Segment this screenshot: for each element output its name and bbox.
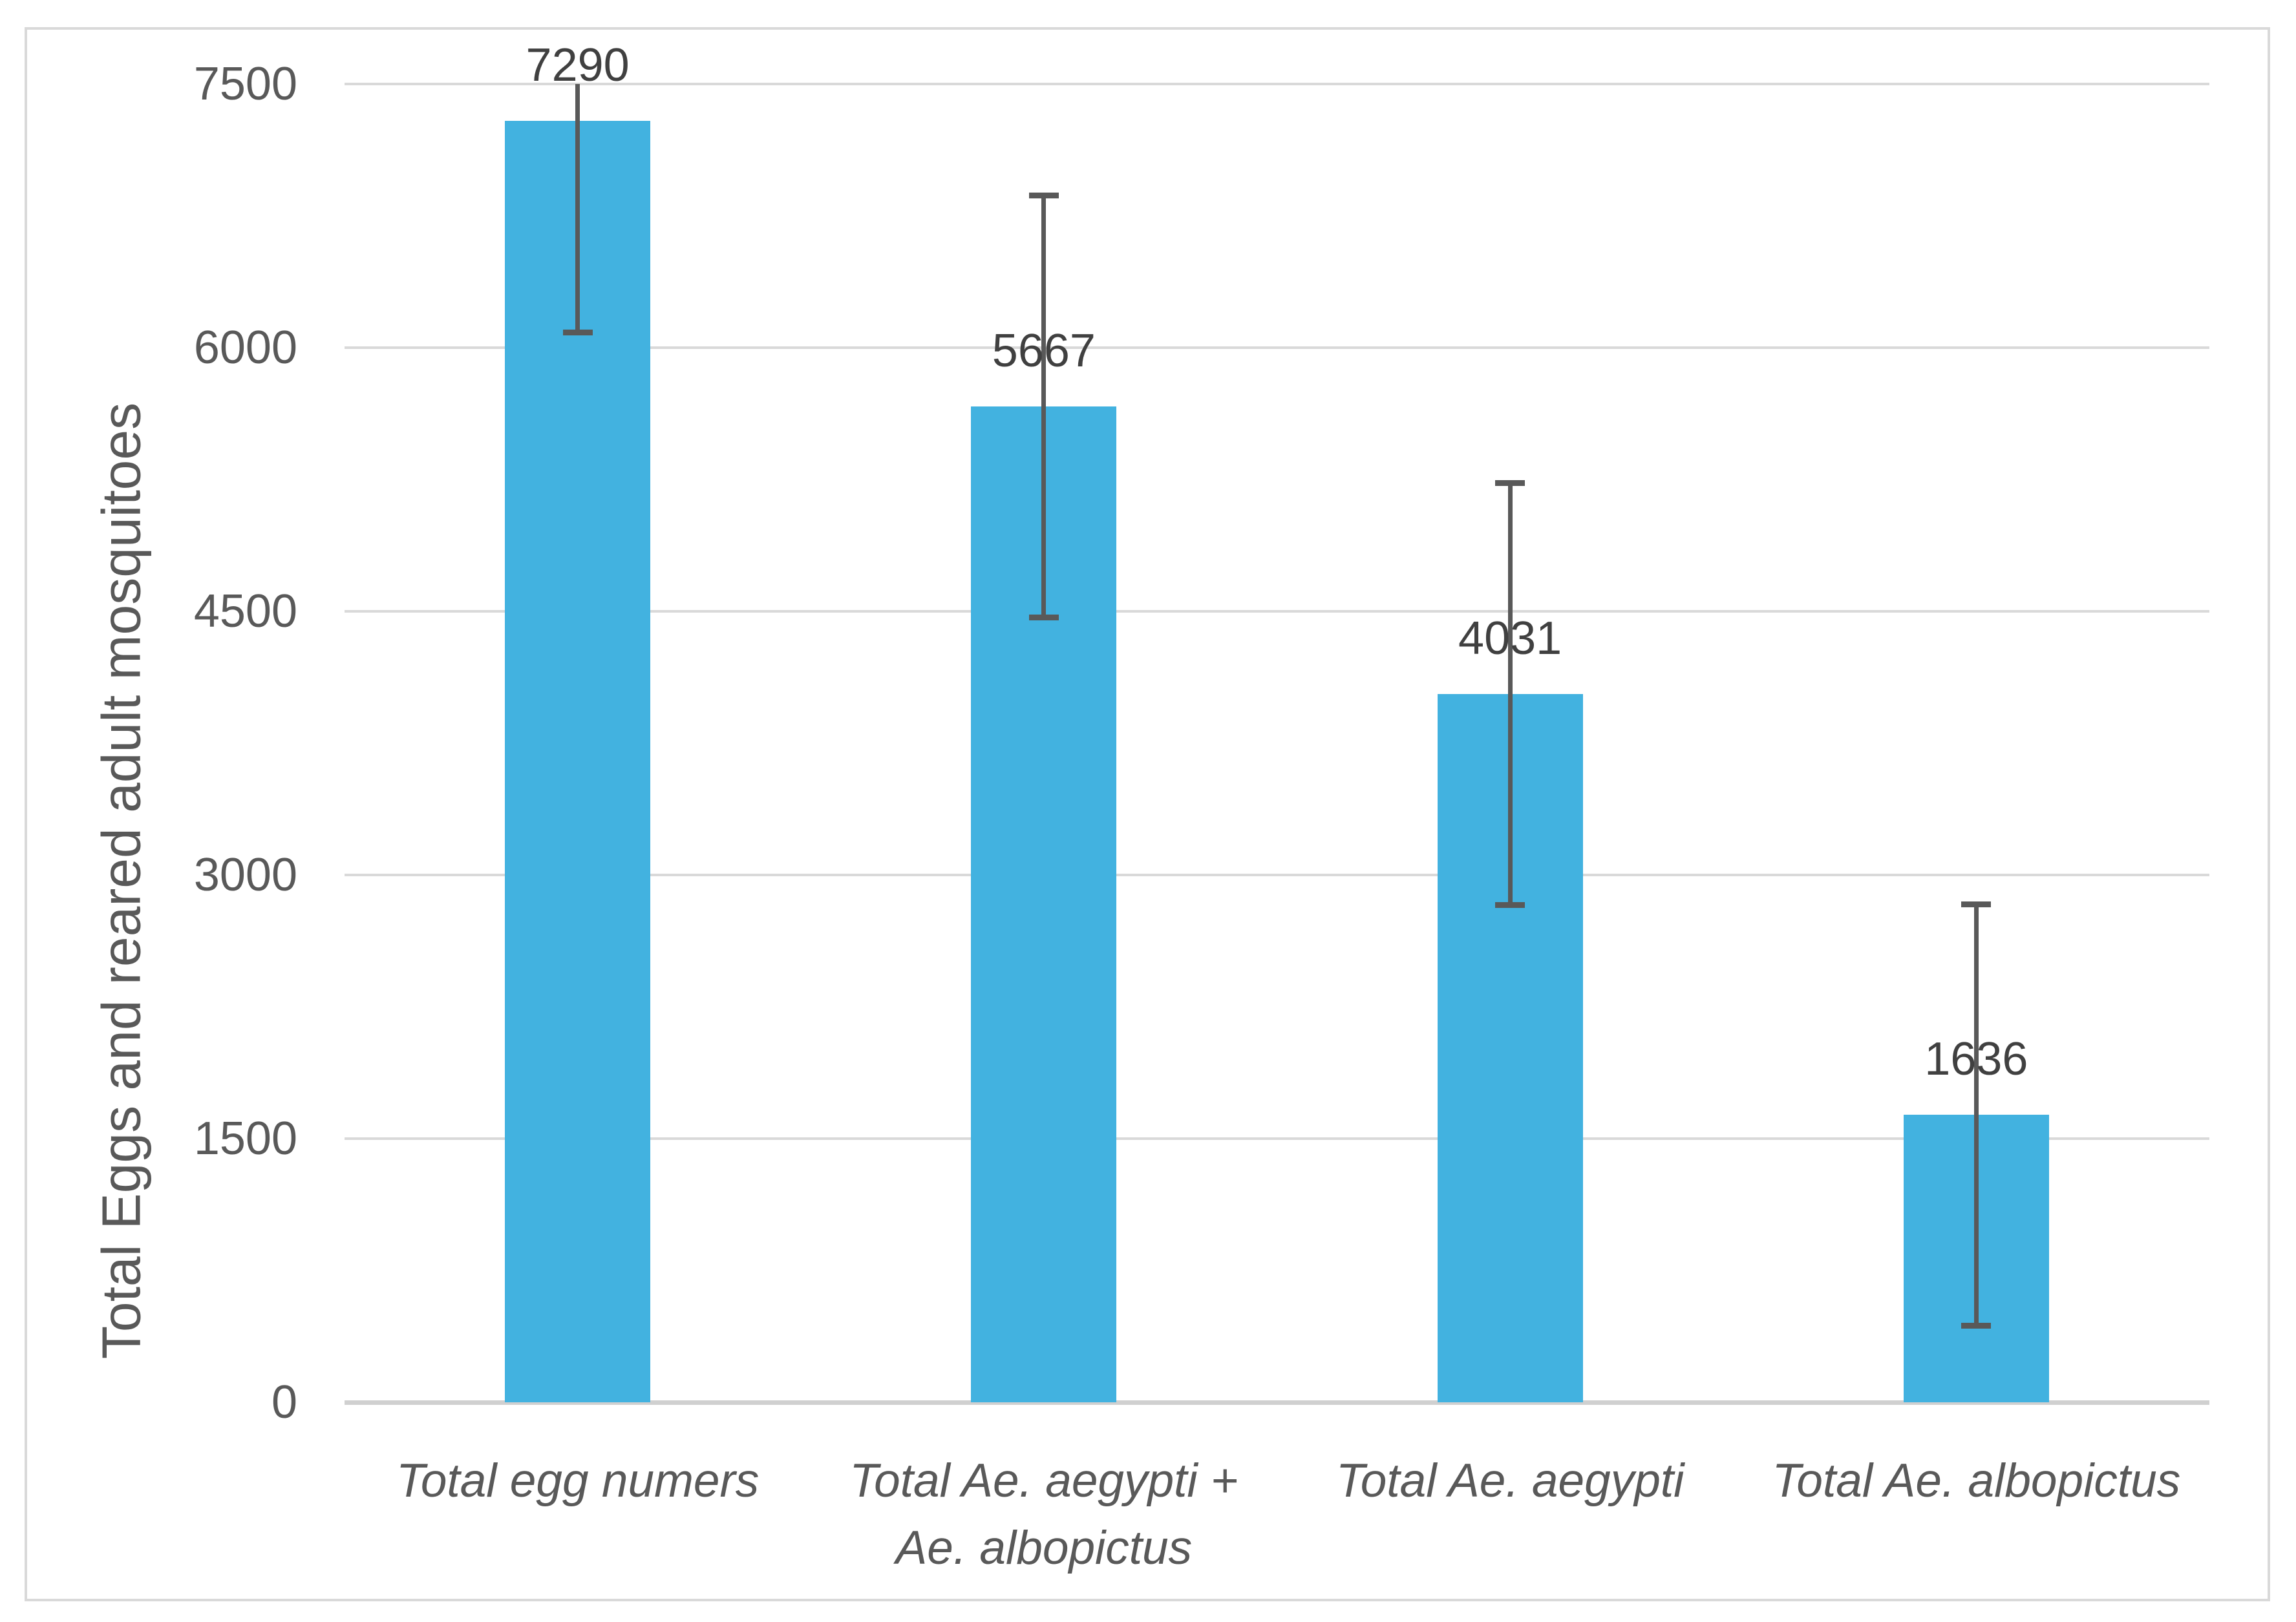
- gridline: [345, 1137, 2209, 1140]
- error-bar: [1041, 195, 1047, 617]
- error-bar-bottom-cap: [1028, 614, 1059, 620]
- gridline: [345, 83, 2209, 85]
- error-bar-top-cap: [1961, 901, 1992, 907]
- bar-data-label: 7290: [526, 39, 630, 92]
- y-tick-label: 1500: [193, 1113, 297, 1164]
- gridline: [345, 346, 2209, 349]
- bar-data-label: 1636: [1924, 1033, 2028, 1085]
- x-category-label-line: Total Ae. aegypti +: [849, 1455, 1238, 1507]
- x-category-label: Total Ae. aegypti: [1277, 1448, 1743, 1515]
- error-bar-bottom-cap: [562, 329, 593, 335]
- x-axis-line: [345, 1400, 2209, 1405]
- plot-area: 7290 5667 4031 1636: [345, 42, 2209, 1405]
- x-category-label: Total Ae. albopictus: [1743, 1448, 2209, 1515]
- y-tick-label: 6000: [193, 322, 297, 374]
- y-tick-label: 3000: [193, 849, 297, 901]
- gridline: [345, 610, 2209, 613]
- gridline: [345, 874, 2209, 876]
- y-tick-label: 4500: [193, 585, 297, 637]
- error-bar-bottom-cap: [1495, 901, 1525, 908]
- bar-data-label: 4031: [1458, 612, 1562, 664]
- error-bar-top-cap: [1028, 193, 1059, 199]
- error-bar: [575, 84, 580, 332]
- x-category-label: Total Ae. aegypti + Ae. albopictus: [811, 1448, 1277, 1582]
- error-bar: [1973, 903, 1979, 1326]
- y-tick-label: 7500: [193, 58, 297, 110]
- x-category-label-line: Total egg numers: [396, 1455, 760, 1507]
- error-bar-bottom-cap: [1961, 1323, 1992, 1329]
- x-category-label-line: Total Ae. aegypti: [1335, 1455, 1685, 1507]
- x-category-label: Total egg numers: [345, 1448, 811, 1515]
- x-category-label-line: Total Ae. albopictus: [1772, 1455, 2181, 1507]
- error-bar: [1507, 483, 1513, 905]
- error-bar-top-cap: [1495, 480, 1525, 487]
- chart-border: [25, 27, 2270, 1601]
- x-category-label-line: Ae. albopictus: [895, 1522, 1193, 1574]
- bar-data-label: 5667: [992, 324, 1096, 377]
- y-tick-label: 0: [271, 1376, 297, 1428]
